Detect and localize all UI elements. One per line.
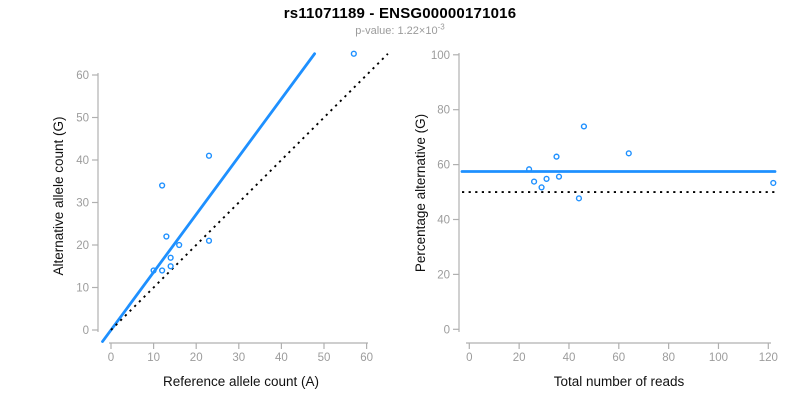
x-tick-label: 40 (275, 352, 288, 364)
data-point (167, 263, 174, 270)
data-point (205, 152, 213, 159)
right-percentage-plot: 0 20 40 60 80 100 120 0 20 40 60 80 100 Total number … (413, 50, 778, 389)
data-point (555, 173, 563, 180)
y-axis-title: Percentage alternative (G) (413, 114, 428, 272)
y-tick-label: 60 (76, 70, 89, 82)
x-tick-label: 50 (318, 352, 331, 364)
left-allele-count-plot: 0 10 20 30 40 50 60 0 10 20 30 40 50 60 Reference alle… (51, 50, 389, 389)
y-tick-label: 0 (83, 325, 89, 337)
page-title: rs11071189 - ENSG00000171016 (283, 5, 517, 22)
x-tick-label: 20 (190, 352, 203, 364)
data-point (150, 267, 157, 274)
x-tick-label: 10 (147, 352, 160, 364)
p-value-text: p-value: 1.22×10 (355, 25, 438, 37)
y-axis-title: Alternative allele count (G) (51, 116, 66, 275)
identity-line (110, 53, 389, 331)
x-tick-label: 60 (612, 352, 625, 364)
data-point (159, 267, 166, 274)
x-axis-title: Total number of reads (554, 374, 685, 389)
y-tick-label: 20 (76, 240, 89, 252)
data-point (167, 254, 174, 261)
data-point (543, 175, 550, 182)
y-tick-label: 10 (76, 283, 89, 295)
y-tick-label: 20 (437, 269, 450, 281)
fitted-allelic-ratio-line (101, 52, 317, 343)
y-tick-label: 60 (437, 160, 450, 172)
x-tick-label: 60 (360, 352, 373, 364)
x-tick-label: 0 (466, 352, 472, 364)
y-tick-label: 0 (444, 324, 450, 336)
x-tick-label: 0 (108, 352, 114, 364)
data-point (553, 153, 560, 160)
x-tick-label: 80 (662, 352, 675, 364)
data-point (350, 50, 357, 57)
p-value-subtitle: p-value: 1.22×10-3 (0, 22, 800, 37)
y-tick-label: 30 (76, 198, 89, 210)
data-point (625, 150, 632, 157)
y-tick-label: 40 (76, 155, 89, 167)
data-point (526, 166, 533, 173)
p-value-exponent: -3 (437, 22, 445, 32)
x-tick-label: 100 (709, 352, 728, 364)
data-point (770, 179, 777, 187)
data-point (530, 178, 538, 185)
data-point (163, 233, 170, 240)
y-tick-label: 100 (431, 50, 450, 62)
x-tick-label: 120 (759, 352, 778, 364)
data-point (580, 123, 588, 130)
data-point (205, 237, 213, 244)
y-tick-label: 80 (437, 105, 450, 117)
y-tick-label: 50 (76, 113, 89, 125)
data-point (538, 184, 545, 191)
x-axis-title: Reference allele count (A) (163, 374, 319, 389)
data-point (575, 195, 583, 202)
x-tick-label: 20 (513, 352, 526, 364)
x-tick-label: 30 (232, 352, 245, 364)
y-tick-label: 40 (437, 215, 450, 227)
x-tick-label: 40 (563, 352, 576, 364)
data-point (159, 182, 166, 189)
data-point (176, 241, 183, 249)
